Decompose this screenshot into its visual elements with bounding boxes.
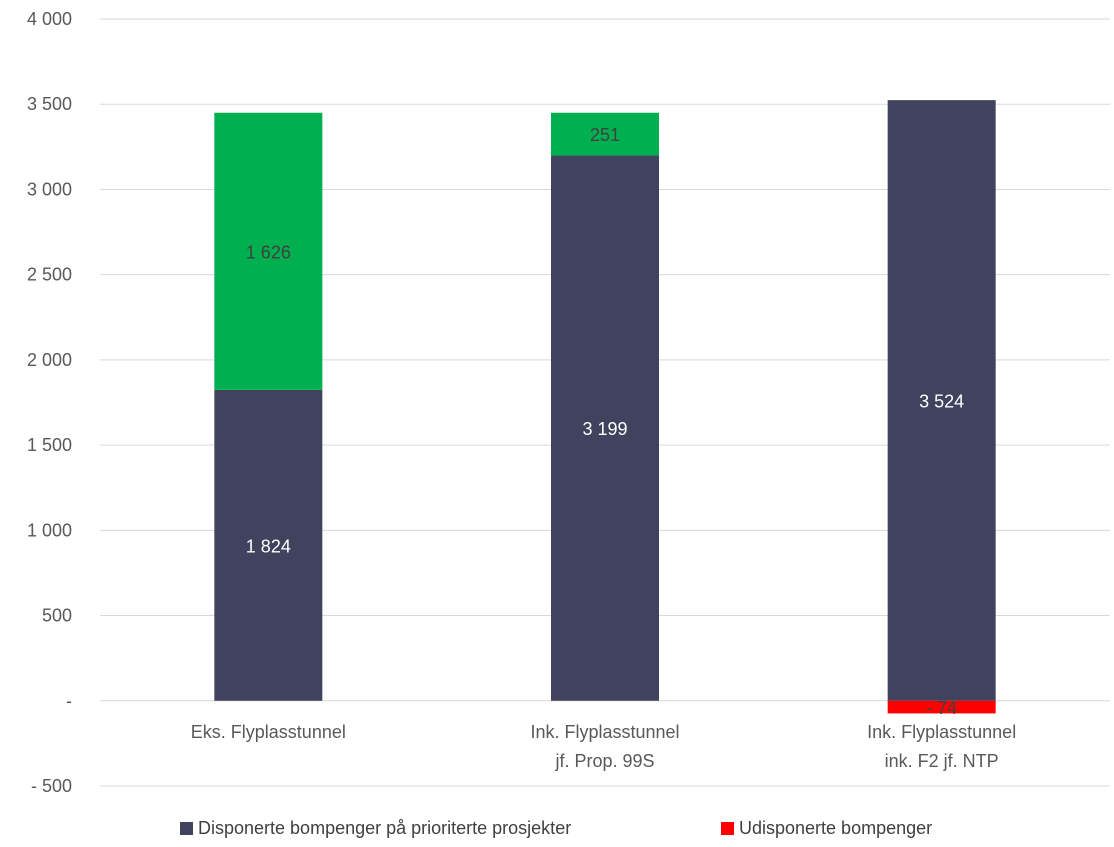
legend-label-udisponerte: Udisponerte bompenger	[739, 818, 933, 838]
data-label: 1 824	[246, 536, 291, 556]
x-tick-label: ink. F2 jf. NTP	[885, 751, 999, 771]
legend-label-disponerte: Disponerte bompenger på prioriterte pros…	[198, 818, 572, 838]
bar-segment	[887, 700, 996, 714]
data-label: 3 524	[919, 391, 964, 411]
y-tick-label: 3 500	[27, 94, 72, 114]
data-label: - 74	[926, 698, 957, 718]
bar-segment	[214, 389, 323, 701]
legend-swatch-udisponerte	[721, 822, 734, 835]
y-tick-label: 1 000	[27, 520, 72, 540]
bar-segment	[214, 112, 323, 390]
legend-item-udisponerte: Udisponerte bompenger	[721, 818, 932, 839]
x-tick-label: Ink. Flyplasstunnel	[867, 722, 1016, 742]
chart-svg: - 500 - 500 1 000 1 500 2 000 2 500 3 000 3 500 4…	[27, 9, 1110, 796]
x-tick-label: Eks. Flyplasstunnel	[191, 722, 346, 742]
x-tick-label: jf. Prop. 99S	[554, 751, 654, 771]
y-tick-label: 2 500	[27, 265, 72, 285]
bar-segment	[551, 112, 659, 156]
x-tick-label: Ink. Flyplasstunnel	[530, 722, 679, 742]
legend-item-disponerte: Disponerte bompenger på prioriterte pros…	[180, 818, 571, 839]
legend-swatch-disponerte	[180, 822, 193, 835]
y-tick-label: 2 000	[27, 350, 72, 370]
y-tick-label: 4 000	[27, 9, 72, 29]
y-tick-label: 500	[42, 606, 72, 626]
y-tick-label: -	[66, 691, 72, 711]
y-tick-label: 3 000	[27, 179, 72, 199]
data-label: 251	[590, 125, 620, 145]
y-tick-label: 1 500	[27, 435, 72, 455]
bar-segment	[887, 100, 996, 701]
y-tick-label: - 500	[31, 776, 72, 796]
data-label: 1 626	[246, 242, 291, 262]
bar-segment	[551, 155, 659, 701]
data-label: 3 199	[582, 419, 627, 439]
legend: Disponerte bompenger på prioriterte pros…	[0, 818, 1114, 846]
